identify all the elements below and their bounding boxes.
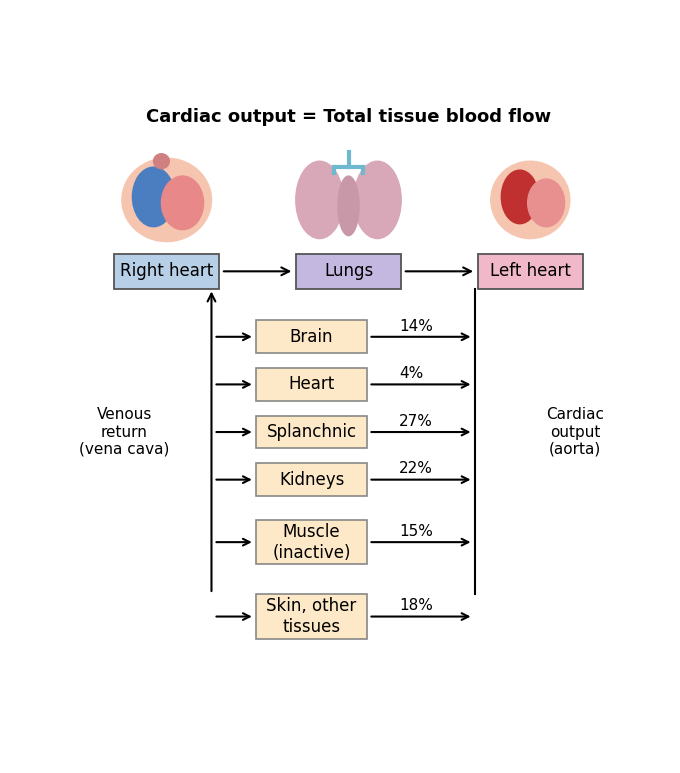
FancyBboxPatch shape — [256, 519, 367, 564]
Text: Left heart: Left heart — [490, 262, 571, 281]
Ellipse shape — [122, 158, 211, 241]
Ellipse shape — [491, 162, 570, 239]
Text: 18%: 18% — [399, 598, 433, 613]
Text: Kidneys: Kidneys — [279, 471, 344, 489]
Ellipse shape — [296, 162, 343, 239]
Text: Heart: Heart — [288, 376, 335, 393]
Ellipse shape — [501, 170, 539, 223]
FancyBboxPatch shape — [256, 321, 367, 353]
Text: 4%: 4% — [399, 366, 424, 381]
Text: Right heart: Right heart — [120, 262, 214, 281]
Text: Splanchnic: Splanchnic — [267, 423, 357, 441]
Text: Cardiac output = Total tissue blood flow: Cardiac output = Total tissue blood flow — [146, 107, 551, 125]
FancyBboxPatch shape — [477, 254, 583, 288]
FancyBboxPatch shape — [256, 594, 367, 638]
FancyBboxPatch shape — [256, 463, 367, 496]
Text: Lungs: Lungs — [324, 262, 373, 281]
FancyBboxPatch shape — [114, 254, 220, 288]
Ellipse shape — [133, 167, 175, 226]
Ellipse shape — [338, 176, 359, 236]
Text: Brain: Brain — [290, 328, 333, 346]
Ellipse shape — [528, 179, 564, 226]
Text: Muscle
(inactive): Muscle (inactive) — [273, 523, 351, 561]
Text: 27%: 27% — [399, 414, 433, 429]
Text: 22%: 22% — [399, 461, 433, 476]
FancyBboxPatch shape — [256, 368, 367, 400]
FancyBboxPatch shape — [296, 254, 401, 288]
Text: Skin, other
tissues: Skin, other tissues — [267, 598, 357, 636]
Text: Cardiac
output
(aorta): Cardiac output (aorta) — [546, 407, 604, 457]
Text: 15%: 15% — [399, 524, 433, 539]
Text: Venous
return
(vena cava): Venous return (vena cava) — [80, 407, 170, 457]
Ellipse shape — [354, 162, 401, 239]
Text: 14%: 14% — [399, 318, 433, 334]
Ellipse shape — [161, 176, 203, 230]
Ellipse shape — [154, 154, 169, 169]
FancyBboxPatch shape — [256, 416, 367, 448]
